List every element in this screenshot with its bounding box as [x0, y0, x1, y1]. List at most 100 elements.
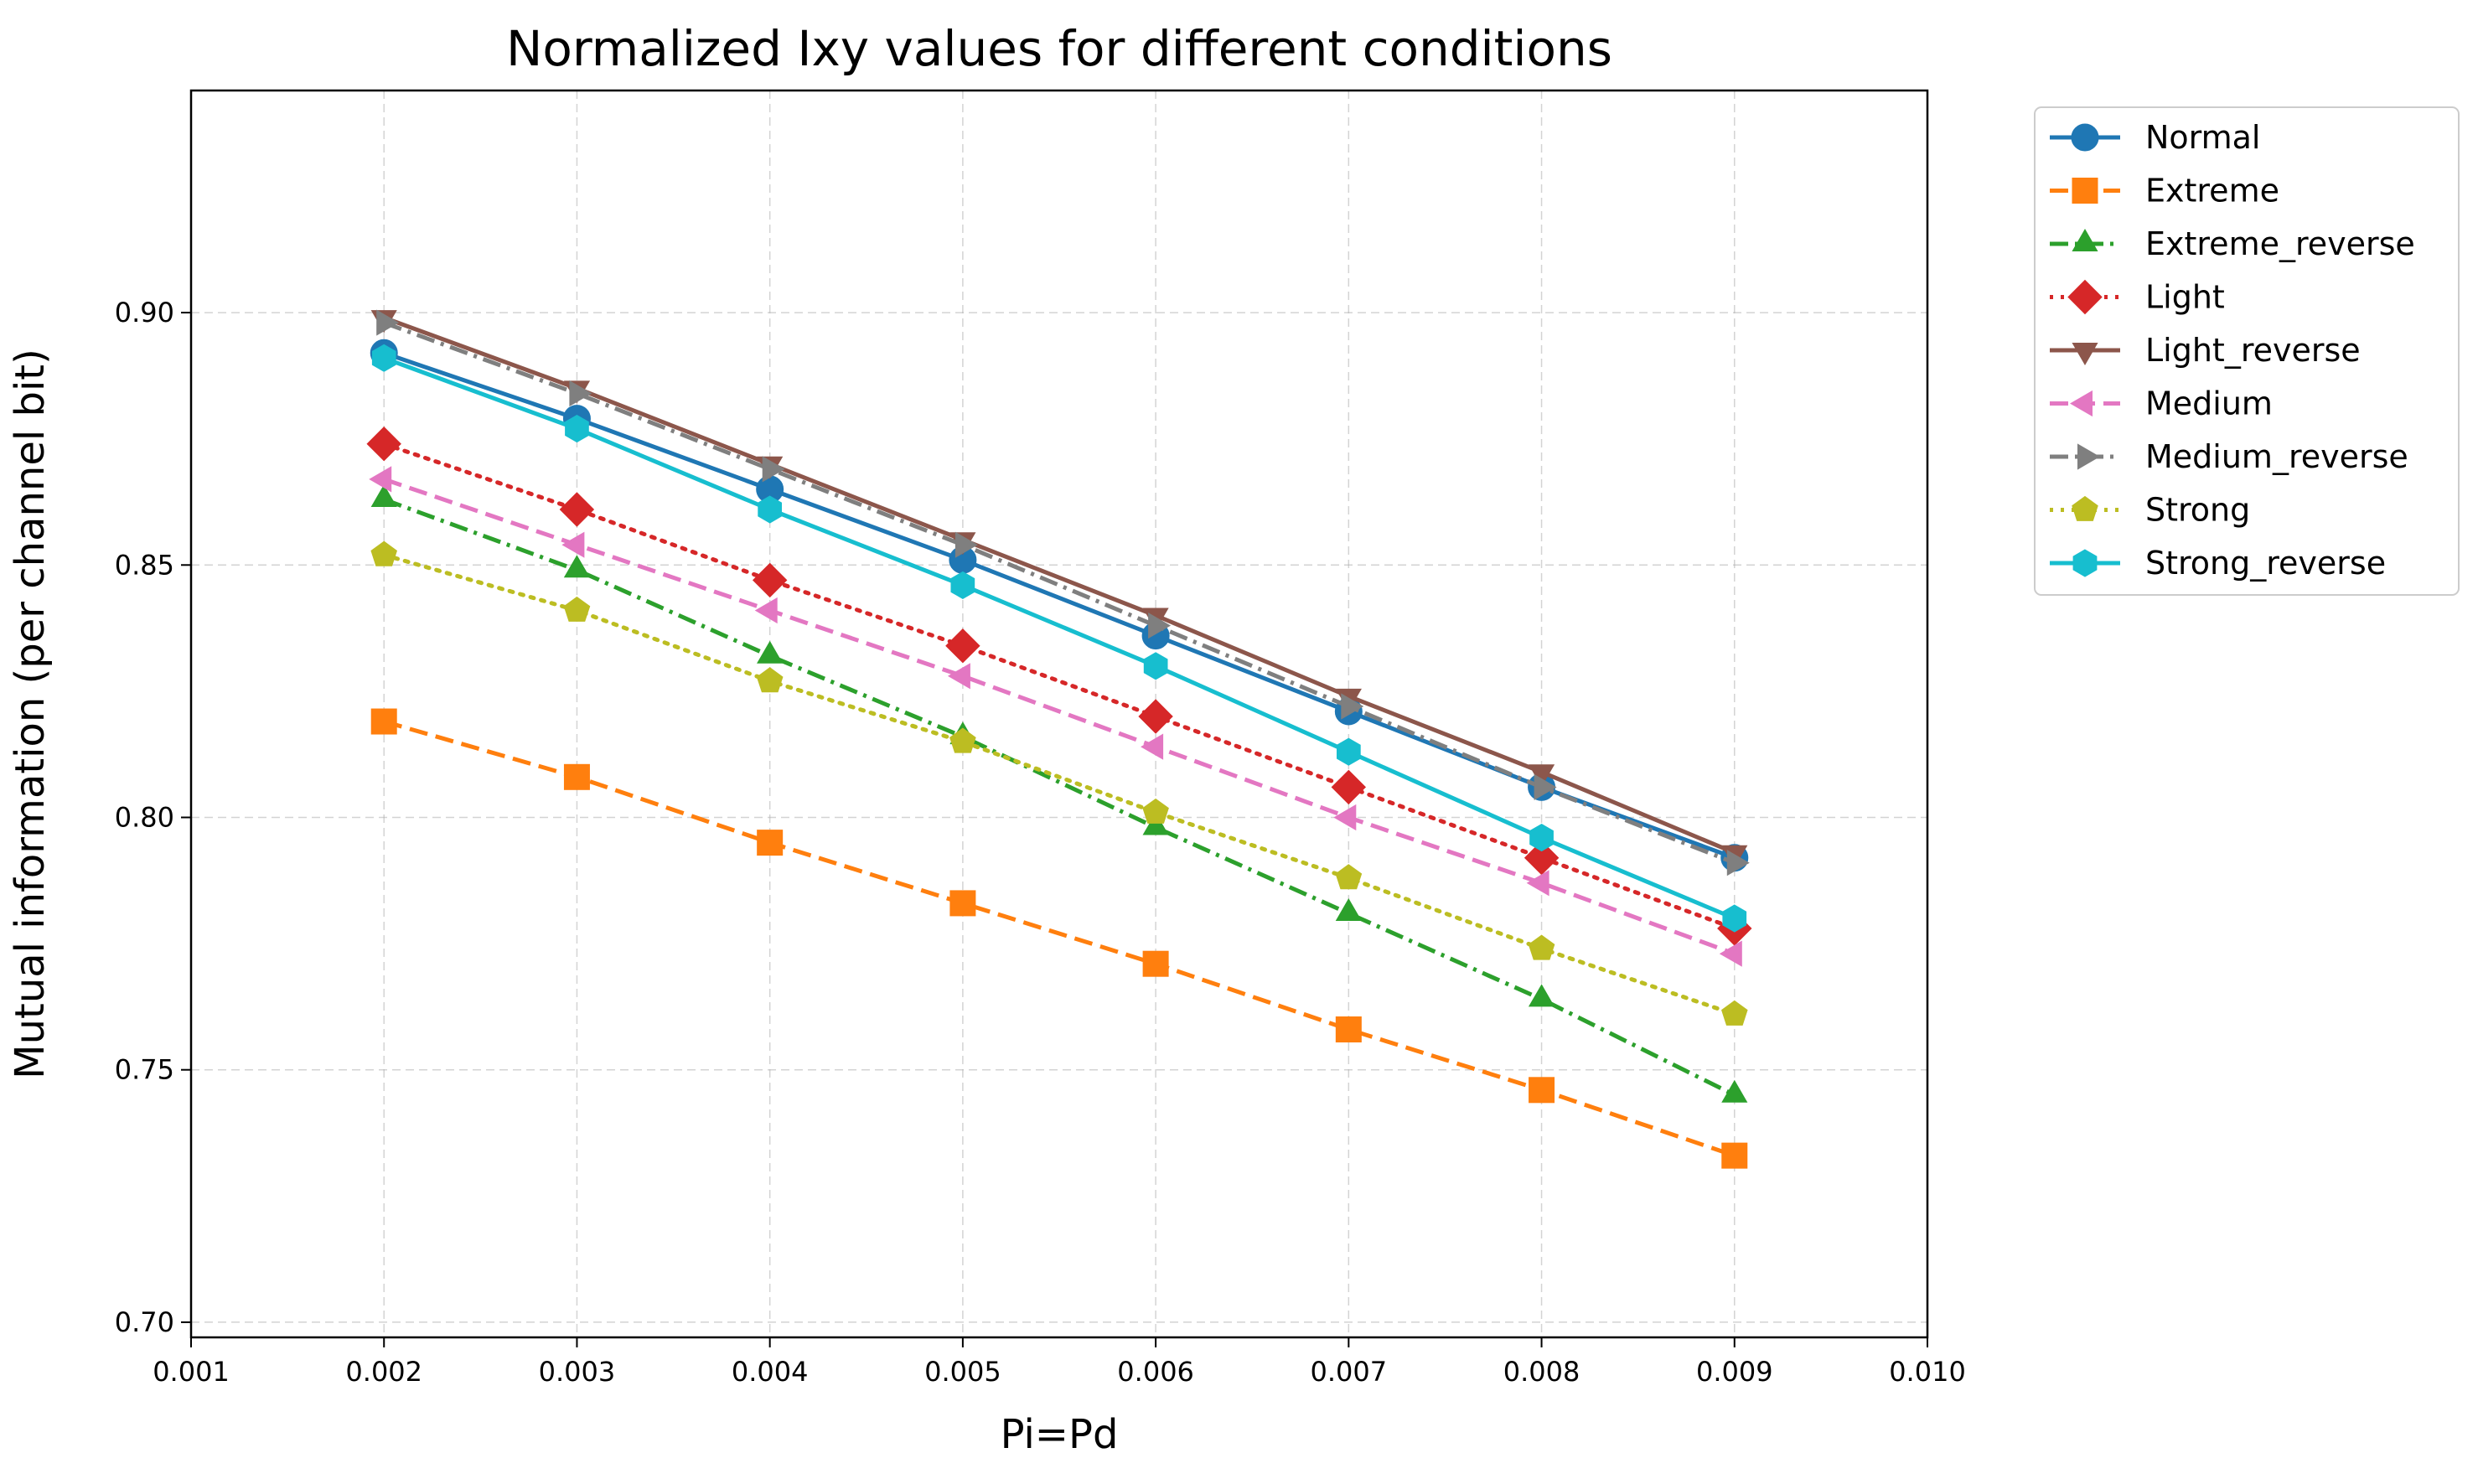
legend-marker	[2067, 279, 2103, 315]
data-point-strong-reverse	[1337, 737, 1361, 766]
data-point-medium-reverse	[1534, 773, 1557, 800]
x-tick-label: 0.003	[539, 1356, 616, 1388]
legend-marker	[2072, 228, 2098, 251]
series-line-extreme	[383, 719, 1736, 1158]
data-point-extreme-reverse	[563, 555, 591, 578]
legend-items: Normal Extreme Extreme_reverse Light Light_r…	[2050, 119, 2415, 582]
data-point-strong-reverse	[371, 344, 396, 372]
data-point-extreme-reverse	[1721, 1079, 1748, 1103]
y-tick-label: 0.75	[115, 1054, 174, 1086]
data-point-strong	[1335, 864, 1363, 890]
legend-label: Medium	[2145, 385, 2273, 422]
legend-item-medium-reverse: Medium_reverse	[2050, 438, 2408, 475]
data-point-extreme	[757, 830, 784, 856]
plot-frame	[189, 89, 1929, 1339]
x-tick-label: 0.004	[732, 1356, 809, 1388]
legend-marker	[2072, 549, 2098, 577]
series-strong-reverse	[371, 344, 1747, 933]
data-point-strong-reverse	[1722, 904, 1747, 933]
data-point-extreme	[563, 763, 590, 790]
data-point-strong	[756, 667, 784, 693]
x-tick-label: 0.006	[1117, 1356, 1194, 1388]
series-line-light	[381, 442, 1737, 931]
y-axis-label: Mutual information (per channel bit)	[7, 349, 54, 1079]
legend-label: Extreme	[2145, 173, 2279, 209]
data-point-light	[366, 426, 401, 462]
data-point-medium-reverse	[376, 309, 400, 336]
y-tick-label: 0.70	[115, 1306, 174, 1338]
data-point-strong-reverse	[565, 415, 589, 443]
data-point-medium-reverse	[1341, 693, 1364, 720]
x-axis-label: Pi=Pd	[1001, 1411, 1119, 1458]
legend-item-light-reverse: Light_reverse	[2050, 332, 2361, 369]
x-tick-label: 0.008	[1503, 1356, 1580, 1388]
data-point-extreme	[370, 708, 397, 735]
data-point-extreme	[1529, 1077, 1555, 1104]
legend-marker	[2072, 178, 2098, 204]
series-line-strong-reverse	[383, 355, 1736, 921]
data-point-medium-reverse	[569, 380, 592, 407]
data-point-medium	[561, 531, 585, 558]
data-point-strong-reverse	[1529, 824, 1554, 852]
series-layer	[366, 309, 1752, 1169]
series-line-medium-reverse	[383, 320, 1736, 866]
series-light	[366, 426, 1752, 946]
data-point-medium-reverse	[954, 531, 978, 558]
legend-label: Normal	[2145, 119, 2261, 156]
data-point-extreme	[1142, 950, 1169, 977]
axis-ticks: 0.001 0.002 0.003 0.004 0.005 0.006 0.007 0.008…	[115, 297, 1966, 1388]
data-point-strong	[1528, 934, 1555, 960]
series-line-light-reverse	[383, 315, 1736, 856]
data-point-medium-reverse	[1148, 613, 1172, 639]
data-point-medium	[369, 466, 392, 493]
data-point-strong	[370, 540, 397, 566]
x-tick-label: 0.001	[153, 1356, 230, 1388]
legend-label: Light	[2145, 279, 2225, 316]
legend-item-strong: Strong	[2050, 492, 2250, 529]
series-medium-reverse	[376, 309, 1750, 876]
data-point-light	[1138, 699, 1173, 734]
x-tick-label: 0.007	[1311, 1356, 1388, 1388]
legend-item-strong-reverse: Strong_reverse	[2050, 545, 2386, 582]
x-tick-label: 0.010	[1889, 1356, 1966, 1388]
legend-frame	[2034, 106, 2460, 596]
series-line-medium	[383, 477, 1736, 956]
legend-marker	[2072, 343, 2098, 366]
data-point-medium	[1141, 733, 1164, 760]
legend-item-extreme: Extreme	[2050, 173, 2279, 209]
data-point-extreme-reverse	[1142, 812, 1169, 835]
legend-label: Light_reverse	[2145, 332, 2361, 369]
data-point-medium-reverse	[762, 456, 785, 483]
data-point-extreme-reverse	[757, 640, 784, 664]
legend-label: Strong_reverse	[2145, 545, 2386, 582]
data-point-strong	[1142, 798, 1169, 824]
data-point-strong-reverse	[950, 571, 975, 599]
data-point-strong	[949, 727, 976, 753]
legend-item-extreme-reverse: Extreme_reverse	[2050, 225, 2415, 262]
legend-item-light: Light	[2050, 279, 2225, 316]
series-line-extreme-reverse	[383, 497, 1736, 1098]
data-point-extreme-reverse	[370, 483, 397, 507]
data-point-extreme	[949, 890, 976, 917]
legend-marker	[2071, 123, 2099, 152]
data-point-medium	[1719, 940, 1742, 967]
chart-title: Normalized Ixy values for different cond…	[506, 20, 1612, 77]
series-extreme	[370, 708, 1748, 1169]
data-point-light	[945, 628, 980, 664]
legend-item-normal: Normal	[2050, 119, 2261, 156]
y-tick-label: 0.80	[115, 801, 174, 833]
data-point-light	[1331, 769, 1367, 805]
legend-marker	[2077, 443, 2101, 470]
data-point-strong-reverse	[1143, 652, 1168, 680]
legend-label: Extreme_reverse	[2145, 225, 2415, 262]
data-point-extreme	[1335, 1016, 1362, 1043]
grid	[190, 90, 1928, 1337]
data-point-strong-reverse	[758, 495, 782, 524]
data-point-medium	[754, 597, 778, 624]
legend: Normal Extreme Extreme_reverse Light Light_r…	[2034, 106, 2460, 596]
series-medium	[369, 466, 1742, 967]
data-point-medium-reverse	[1726, 850, 1750, 876]
series-line-strong	[381, 552, 1737, 1016]
data-point-extreme	[1721, 1142, 1748, 1169]
